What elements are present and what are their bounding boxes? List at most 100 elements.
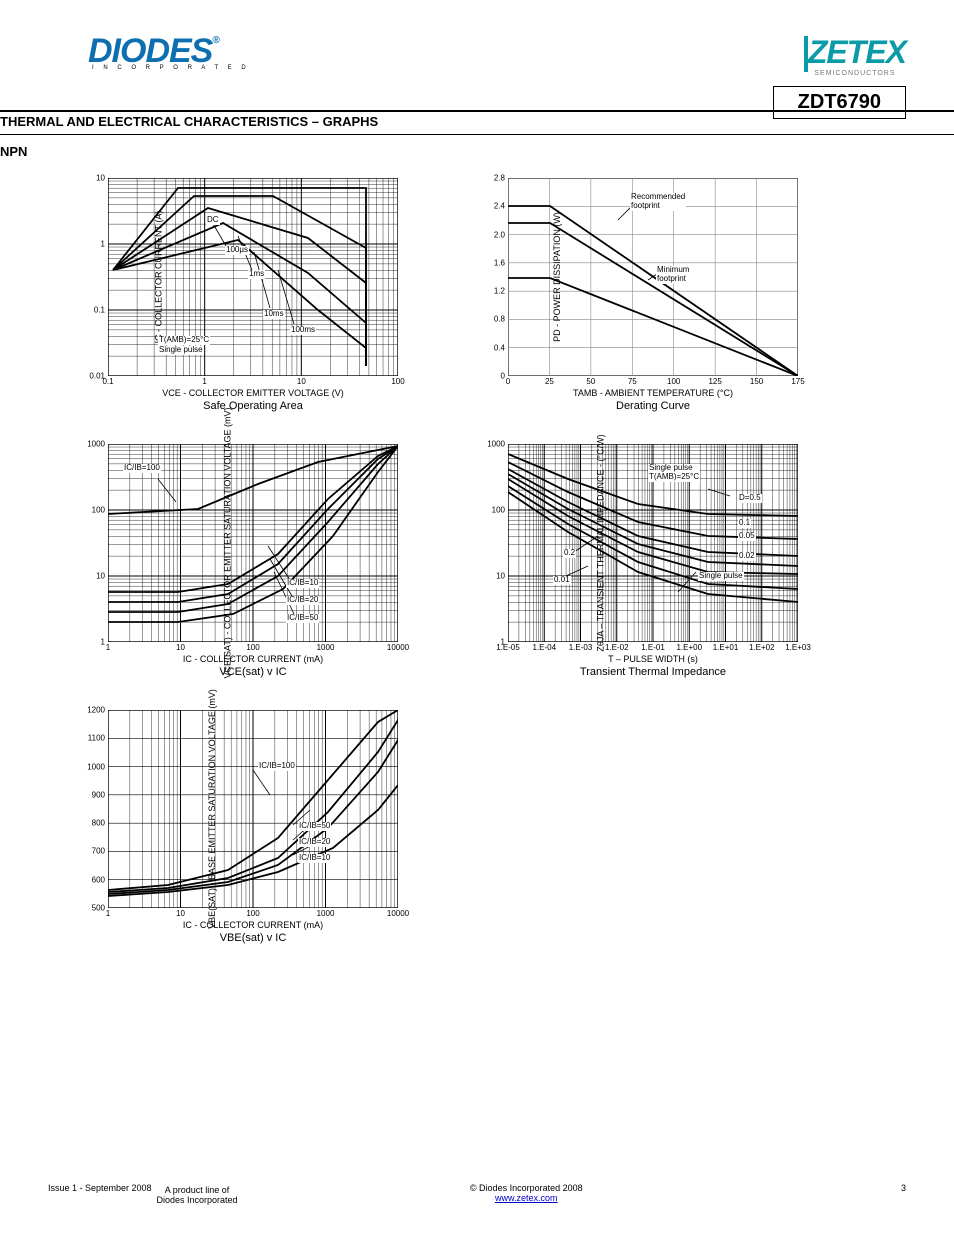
chart-xlabel: IC - COLLECTOR CURRENT (mA) [108, 654, 398, 664]
npn-label: NPN [0, 144, 27, 159]
xtick: 1.E-02 [605, 643, 629, 652]
part-number-box: ZDT6790 [773, 86, 906, 119]
chart-title: Transient Thermal Impedance [488, 666, 818, 690]
diodes-logo-sub: I N C O R P O R A T E D [92, 65, 250, 71]
chart-annotation: T(AMB)=25°C [158, 336, 210, 345]
chart-annotation: DC [206, 216, 220, 225]
xtick: 1000 [317, 909, 335, 918]
chart-annotation: 0.1 [738, 519, 751, 528]
divider-bottom [0, 134, 954, 135]
ytick: 1000 [487, 440, 505, 449]
xtick: 1.E-05 [496, 643, 520, 652]
ytick: 1 [101, 638, 105, 647]
chart-ylabel: VCE(SAT) - COLLECTOR EMITTER SATURATION … [223, 407, 233, 678]
footer-issue: Issue 1 - September 2008 [48, 1183, 152, 1203]
ytick: 1100 [88, 734, 105, 743]
chart-derating: PD - POWER DISSIPATION (W)00.40.81.21.62… [488, 178, 818, 424]
xtick: 10 [176, 909, 185, 918]
chart-ylabel: IC - COLLECTOR CURRENT (A) [153, 211, 163, 344]
xtick: 1.E-03 [569, 643, 593, 652]
chart-annotation: Recommended footprint [630, 193, 686, 211]
chart-annotation: 0.2 [563, 549, 576, 558]
xtick: 1.E-01 [641, 643, 665, 652]
chart-ylabel: VBE(SAT) - BASE EMITTER SATURATION VOLTA… [207, 689, 217, 929]
chart-vbesat: VBE(SAT) - BASE EMITTER SATURATION VOLTA… [88, 710, 418, 956]
chart-annotation: 100µs [225, 246, 249, 255]
ytick: 10 [496, 572, 505, 581]
footer: Issue 1 - September 2008 © Diodes Incorp… [48, 1183, 906, 1205]
footer-page: 3 [901, 1183, 906, 1203]
ytick: 1.6 [494, 258, 505, 267]
chart-ylabel: ZθJA – TRANSIENT THERMAL IMPEDANCE - (°C… [596, 434, 606, 651]
xtick: 10 [176, 643, 185, 652]
chart-frame: IC - COLLECTOR CURRENT (A)0.010.11100.11… [108, 178, 398, 376]
chart-title: Derating Curve [488, 400, 818, 424]
ytick: 800 [92, 819, 105, 828]
xtick: 10 [297, 377, 306, 386]
ytick: 700 [92, 847, 105, 856]
chart-annotation: D=0.5 [738, 494, 762, 503]
xtick: 0.1 [102, 377, 113, 386]
xtick: 1 [202, 377, 206, 386]
xtick: 1000 [317, 643, 335, 652]
footer-url[interactable]: www.zetex.com [495, 1193, 558, 1203]
chart-xlabel: VCE - COLLECTOR EMITTER VOLTAGE (V) [108, 388, 398, 398]
chart-annotation: Single pulse T(AMB)=25°C [648, 464, 700, 482]
chart-xlabel: TAMB - AMBIENT TEMPERATURE (°C) [508, 388, 798, 398]
ytick: 900 [92, 790, 105, 799]
chart-annotation: IC/IB=20 [298, 838, 331, 847]
chart-annotation: Minimum footprint [656, 266, 690, 284]
xtick: 100 [246, 643, 259, 652]
chart-annotation: Single pulse [158, 346, 204, 355]
xtick: 100 [246, 909, 259, 918]
chart-annotation: IC/IB=50 [298, 822, 331, 831]
xtick: 1.E+02 [749, 643, 775, 652]
xtick: 1.E-04 [532, 643, 556, 652]
zetex-logo-text: ZETEX [808, 36, 906, 68]
chart-annotation: 0.05 [738, 532, 756, 541]
xtick: 25 [545, 377, 554, 386]
xtick: 10000 [387, 643, 409, 652]
chart-xlabel: T – PULSE WIDTH (s) [508, 654, 798, 664]
ytick: 0 [501, 372, 505, 381]
chart-annotation: Single pulse [698, 572, 744, 581]
chart-ylabel: PD - POWER DISSIPATION (W) [552, 212, 562, 342]
ytick: 10 [96, 174, 105, 183]
xtick: 100 [391, 377, 404, 386]
chart-annotation: 10ms [263, 310, 285, 319]
ytick: 2.0 [494, 230, 505, 239]
ytick: 10 [96, 572, 105, 581]
chart-frame: VCE(SAT) - COLLECTOR EMITTER SATURATION … [108, 444, 398, 642]
xtick: 125 [708, 377, 721, 386]
ytick: 600 [92, 875, 105, 884]
chart-annotation: IC/IB=50 [286, 614, 319, 623]
xtick: 100 [667, 377, 680, 386]
xtick: 1.E+00 [676, 643, 702, 652]
section-title: THERMAL AND ELECTRICAL CHARACTERISTICS –… [0, 114, 378, 129]
ytick: 100 [492, 506, 505, 515]
chart-frame: ZθJA – TRANSIENT THERMAL IMPEDANCE - (°C… [508, 444, 798, 642]
chart-thermal: ZθJA – TRANSIENT THERMAL IMPEDANCE - (°C… [488, 444, 818, 690]
ytick: 1.2 [494, 287, 505, 296]
xtick: 1.E+03 [785, 643, 811, 652]
xtick: 1.E+01 [713, 643, 739, 652]
chart-annotation: 1ms [248, 270, 265, 279]
ytick: 2.8 [494, 174, 505, 183]
chart-frame: VBE(SAT) - BASE EMITTER SATURATION VOLTA… [108, 710, 398, 908]
ytick: 2.4 [494, 202, 505, 211]
chart-xlabel: IC - COLLECTOR CURRENT (mA) [108, 920, 398, 930]
ytick: 0.8 [494, 315, 505, 324]
chart-annotation: IC/IB=100 [123, 464, 161, 473]
ytick: 1000 [87, 762, 105, 771]
zetex-logo: ZETEX SEMICONDUCTORS [804, 36, 906, 77]
ytick: 1000 [87, 440, 105, 449]
ytick: 0.1 [94, 306, 105, 315]
chart-frame: PD - POWER DISSIPATION (W)00.40.81.21.62… [508, 178, 798, 376]
ytick: 100 [92, 506, 105, 515]
chart-annotation: IC/IB=10 [298, 854, 331, 863]
chart-annotation: 0.01 [553, 576, 571, 585]
chart-title: VBE(sat) v IC [88, 932, 418, 956]
xtick: 75 [628, 377, 637, 386]
xtick: 1 [106, 643, 110, 652]
xtick: 175 [791, 377, 804, 386]
